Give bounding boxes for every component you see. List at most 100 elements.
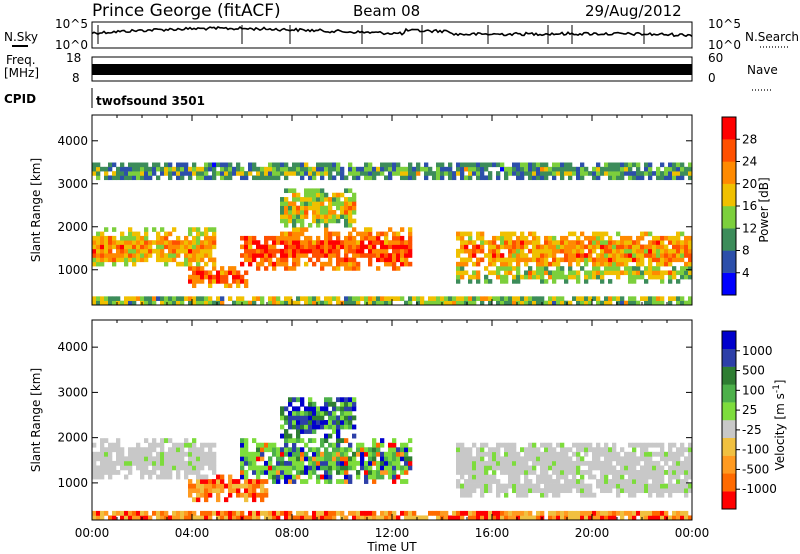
heatmap-cell [544,492,549,498]
heatmap-cell [532,460,537,466]
heatmap-cell [204,479,209,484]
heatmap-cell [124,300,129,306]
heatmap-cell [652,240,657,245]
heatmap-cell [140,510,145,516]
heatmap-cell [656,257,661,263]
heatmap-cell [248,510,253,516]
heatmap-cell [124,465,129,471]
heatmap-cell [284,231,289,237]
heatmap-cell [660,470,665,475]
heatmap-cell [328,218,333,224]
heatmap-cell [616,479,621,484]
heatmap-cell [644,231,649,237]
heatmap-cell [160,456,165,462]
heatmap-cell [124,171,129,176]
heatmap-cell [488,465,493,471]
heatmap-cell [240,235,245,241]
heatmap-cell [124,474,129,480]
heatmap-cell [588,274,593,280]
heatmap-cell [280,410,285,416]
heatmap-cell [308,192,313,198]
heatmap-cell [144,257,149,263]
colorbar-swatch [722,228,736,251]
heatmap-cell [668,235,673,241]
heatmap-cell [252,438,257,444]
heatmap-cell [408,465,413,471]
heatmap-cell [320,248,325,254]
heatmap-cell [204,261,209,267]
heatmap-cell [608,456,613,462]
heatmap-cell [628,244,633,250]
heatmap-cell [204,492,209,498]
heatmap-cell [636,253,641,258]
heatmap-cell [340,244,345,250]
heatmap-cell [120,231,125,237]
heatmap-cell [624,166,629,172]
heatmap-cell [468,492,473,498]
heatmap-cell [620,257,625,263]
heatmap-cell [668,456,673,462]
heatmap-cell [392,442,397,448]
heatmap-cell [280,474,285,480]
heatmap-cell [552,492,557,498]
heatmap-cell [688,296,693,301]
heatmap-cell [212,465,217,471]
heatmap-cell [216,300,221,306]
heatmap-cell [600,447,605,453]
heatmap-cell [628,492,633,498]
heatmap-cell [324,401,329,407]
heatmap-cell [564,479,569,484]
heatmap-cell [392,240,397,245]
heatmap-cell [572,171,577,176]
heatmap-cell [264,253,269,258]
heatmap-cell [492,447,497,453]
heatmap-cell [288,515,293,521]
heatmap-cell [108,235,113,241]
heatmap-cell [556,456,561,462]
heatmap-cell [532,171,537,176]
heatmap-cell [152,510,157,516]
heatmap-cell [436,510,441,516]
heatmap-cell [304,192,309,198]
heatmap-cell [568,483,573,489]
heatmap-cell [136,465,141,471]
heatmap-cell [196,479,201,484]
heatmap-cell [468,231,473,237]
heatmap-cell [248,488,253,494]
heatmap-cell [684,460,689,466]
heatmap-cell [464,447,469,453]
heatmap-cell [484,483,489,489]
heatmap-cell [380,244,385,250]
heatmap-cell [360,451,365,457]
heatmap-cell [372,240,377,245]
heatmap-cell [332,456,337,462]
heatmap-cell [676,175,681,181]
heatmap-cell [328,451,333,457]
heatmap-cell [188,483,193,489]
heatmap-cell [556,460,561,466]
heatmap-cell [640,270,645,276]
heatmap-cell [196,253,201,258]
heatmap-cell [308,415,313,421]
heatmap-cell [436,300,441,306]
heatmap-cell [348,188,353,194]
heatmap-cell [652,488,657,494]
heatmap-cell [196,451,201,457]
heatmap-cell [228,283,233,289]
heatmap-cell [668,274,673,280]
heatmap-cell [304,415,309,421]
heatmap-cell [544,479,549,484]
heatmap-cell [272,451,277,457]
heatmap-cell [596,460,601,466]
heatmap-cell [332,424,337,430]
heatmap-cell [496,479,501,484]
heatmap-cell [144,227,149,232]
heatmap-cell [528,240,533,245]
heatmap-cell [588,483,593,489]
heatmap-cell [284,162,289,168]
heatmap-cell [632,470,637,475]
heatmap-cell [380,257,385,263]
heatmap-cell [544,451,549,457]
heatmap-cell [588,492,593,498]
